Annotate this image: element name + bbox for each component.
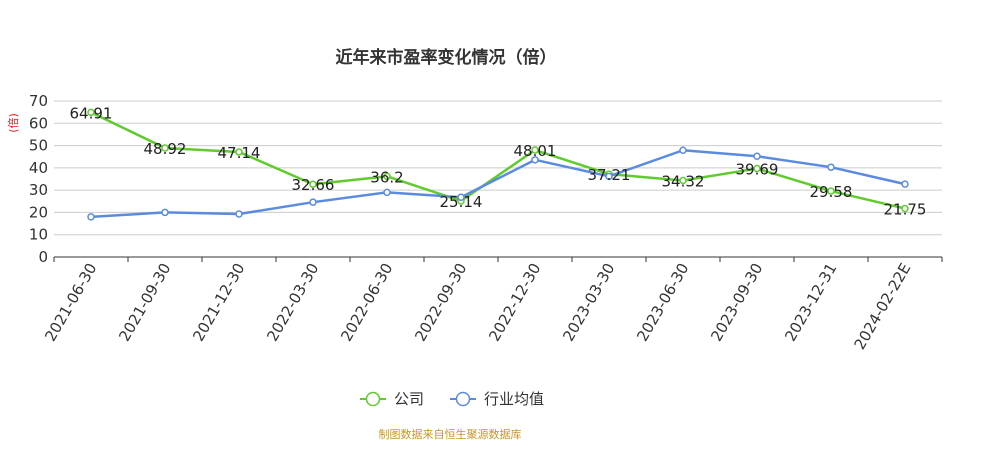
- data-point: [383, 172, 391, 181]
- legend-marker: [455, 391, 471, 407]
- data-point: [309, 198, 317, 206]
- data-point: [87, 213, 95, 221]
- data-point: [383, 188, 391, 197]
- y-axis-ticks: 0 10 20 30 40 50 60 70: [29, 92, 48, 266]
- x-axis-ticks: 2021-06-30 2021-09-30 2021-12-30 2022-03-30…: [41, 260, 914, 353]
- data-label: 25.14: [440, 193, 483, 211]
- legend-marker: [365, 391, 381, 407]
- x-tick-label: 2022-12-30: [485, 260, 544, 345]
- data-point: [161, 144, 169, 152]
- y-tick-label: 20: [29, 203, 48, 221]
- x-tick-label: 2023-06-30: [633, 260, 692, 345]
- data-label: 48.01: [514, 142, 557, 160]
- legend-label: 公司: [394, 390, 424, 408]
- x-tick-label: 2022-06-30: [337, 260, 396, 345]
- x-axis: [53, 256, 943, 262]
- data-point: [161, 208, 169, 217]
- legend-item[interactable]: 行业均值: [450, 390, 544, 408]
- data-point: [827, 187, 835, 195]
- data-label: 21.75: [884, 201, 927, 219]
- x-tick-label: 2023-03-30: [559, 260, 618, 345]
- y-tick-label: 40: [29, 159, 48, 177]
- data-point: [87, 108, 95, 117]
- data-point: [605, 172, 613, 181]
- x-tick-label: 2022-09-30: [411, 260, 470, 345]
- data-point: [531, 146, 539, 154]
- data-label: 36.2: [370, 168, 403, 186]
- data-point: [679, 176, 687, 185]
- data-point: [901, 204, 909, 213]
- data-label: 29.58: [810, 183, 853, 201]
- series-lines: [87, 108, 909, 221]
- y-tick-label: 70: [29, 92, 48, 110]
- data-point: [753, 152, 761, 161]
- data-point: [827, 163, 835, 171]
- x-tick-label: 2023-12-31: [781, 260, 840, 345]
- legend-label: 行业均值: [484, 390, 544, 408]
- grid-lines: [54, 100, 942, 236]
- legend-item[interactable]: 公司: [360, 390, 424, 408]
- data-point: [457, 193, 465, 202]
- data-point: [753, 164, 761, 173]
- data-label: 37.21: [588, 166, 631, 184]
- x-tick-label: 2022-03-30: [263, 260, 322, 345]
- data-label: 48.92: [144, 140, 187, 158]
- series-line: [90, 111, 906, 210]
- data-point: [309, 180, 317, 188]
- source-note: 制图数据来自恒生聚源数据库: [379, 427, 522, 441]
- x-tick-label: 2021-06-30: [41, 260, 100, 345]
- x-tick-label: 2024-02-22E: [851, 260, 915, 353]
- data-point: [531, 156, 539, 164]
- x-tick-label: 2021-12-30: [189, 260, 248, 345]
- y-tick-label: 30: [29, 181, 48, 199]
- data-label: 32.66: [292, 176, 335, 194]
- y-tick-label: 60: [29, 114, 48, 132]
- data-point: [679, 146, 687, 155]
- x-tick-label: 2021-09-30: [115, 260, 174, 345]
- legend[interactable]: 公司 行业均值: [360, 390, 544, 408]
- series-line: [90, 149, 906, 219]
- data-labels: 64.91 48.92 47.14 32.66 36.2 25.14 48.01 37.21 3…: [70, 104, 927, 218]
- data-label: 39.69: [736, 161, 779, 179]
- y-axis-label: (倍): [6, 113, 20, 133]
- data-label: 64.91: [70, 104, 113, 122]
- x-tick-label: 2023-09-30: [707, 260, 766, 345]
- data-point: [235, 210, 243, 218]
- data-point: [235, 148, 243, 156]
- chart-title: 近年来市盈率变化情况（倍）: [336, 47, 557, 68]
- data-point: [901, 180, 909, 188]
- data-label: 34.32: [662, 173, 705, 191]
- y-tick-label: 50: [29, 137, 48, 155]
- data-label: 47.14: [218, 144, 261, 162]
- y-tick-label: 10: [29, 226, 48, 244]
- y-tick-label: 0: [38, 248, 48, 266]
